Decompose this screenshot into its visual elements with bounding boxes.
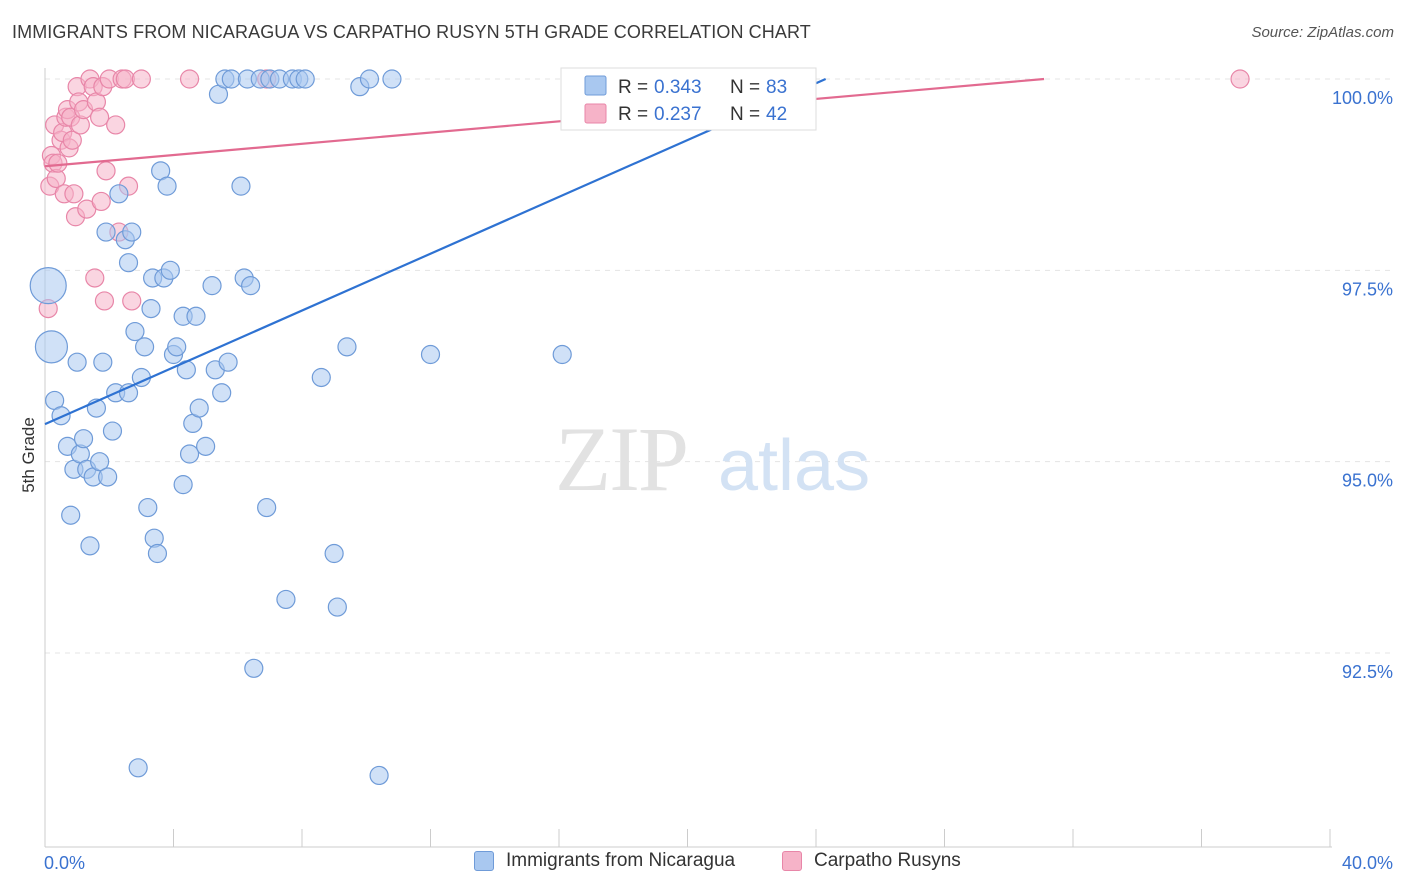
legend-item-rusyn: Carpatho Rusyns [782, 850, 961, 872]
data-point-nicaragua [196, 436, 216, 456]
watermark-zip: ZIP [555, 408, 687, 510]
data-point-nicaragua [118, 253, 139, 273]
data-point-nicaragua [141, 299, 161, 319]
y-tick-labels: 92.5% 95.0% 97.5% 100.0% [1332, 88, 1393, 682]
y-tick-label: 92.5% [1342, 662, 1393, 682]
data-point-rusyn [122, 291, 142, 311]
data-point-rusyn [64, 184, 84, 204]
data-point-nicaragua [212, 383, 232, 403]
data-point-nicaragua [337, 337, 357, 357]
data-point-nicaragua [295, 69, 315, 89]
data-point-nicaragua [167, 337, 187, 357]
stats-legend-n-label: N = [730, 77, 760, 98]
data-point-nicaragua [244, 658, 264, 678]
trendline-nicaragua [44, 77, 827, 426]
x-tick-label: 40.0% [1342, 853, 1393, 873]
stats-legend-r-label: R = [618, 104, 648, 125]
data-point-nicaragua [359, 69, 380, 89]
data-point-rusyn [85, 268, 105, 288]
data-point-nicaragua [96, 222, 116, 242]
data-point-nicaragua [125, 321, 145, 342]
data-point-nicaragua [34, 330, 69, 364]
data-point-nicaragua [90, 452, 110, 472]
data-point-nicaragua [552, 344, 572, 365]
y-tick-label: 95.0% [1342, 471, 1393, 491]
stats-legend-r-value: 0.343 [654, 77, 702, 98]
data-point-nicaragua [138, 497, 158, 518]
data-point-nicaragua [147, 543, 168, 564]
data-point-nicaragua [202, 276, 222, 296]
data-point-nicaragua [73, 429, 94, 449]
watermark-atlas: atlas [718, 426, 870, 506]
data-point-rusyn [96, 161, 116, 181]
data-point-nicaragua [98, 467, 118, 487]
data-point-nicaragua [67, 352, 87, 372]
data-point-nicaragua [369, 765, 389, 786]
data-point-nicaragua [221, 69, 241, 89]
stats-legend-n-label: N = [730, 104, 760, 125]
stats-legend-swatch-rusyn [584, 103, 607, 124]
stats-legend-r-label: R = [618, 77, 648, 98]
data-point-nicaragua [134, 337, 155, 357]
data-point-nicaragua [189, 398, 209, 418]
legend-label-nicaragua: Immigrants from Nicaragua [506, 850, 736, 871]
gridlines [45, 78, 1390, 654]
data-point-nicaragua [122, 222, 142, 242]
data-point-nicaragua [231, 176, 251, 196]
legend-swatch-rusyn [782, 851, 802, 871]
data-point-nicaragua [420, 344, 441, 365]
data-point-nicaragua [61, 505, 81, 525]
data-point-nicaragua [241, 276, 261, 296]
data-point-nicaragua [311, 367, 331, 388]
data-point-nicaragua [324, 543, 344, 564]
data-point-nicaragua [157, 176, 177, 196]
legend-swatch-nicaragua [474, 851, 494, 871]
data-point-rusyn [90, 107, 110, 127]
data-point-rusyn [91, 191, 111, 212]
legend-label-rusyn: Carpatho Rusyns [814, 850, 961, 871]
data-point-nicaragua [179, 444, 200, 464]
x-tick-label: 0.0% [44, 853, 85, 873]
data-point-nicaragua [257, 497, 277, 518]
y-axis-label: 5th Grade [19, 417, 38, 493]
x-tick-labels: 0.0% 40.0% [44, 853, 1393, 873]
stats-legend-swatch-nicaragua [584, 75, 607, 96]
data-point-nicaragua [218, 352, 238, 372]
data-point-nicaragua [173, 475, 193, 495]
data-point-nicaragua [128, 758, 148, 778]
data-point-nicaragua [80, 536, 100, 556]
data-point-nicaragua [382, 69, 402, 89]
y-tick-label: 100.0% [1332, 88, 1393, 108]
axes [44, 68, 1332, 848]
data-point-rusyn [115, 69, 135, 89]
data-point-nicaragua [109, 184, 129, 204]
data-point-nicaragua [93, 352, 113, 372]
data-point-rusyn [48, 153, 68, 173]
data-point-rusyn [179, 69, 200, 89]
stats-legend: R = 0.343 N = 83 R = 0.237 N = 42 [560, 67, 817, 131]
data-point-rusyn [94, 291, 115, 311]
trendlines [44, 77, 1045, 426]
data-point-nicaragua [51, 406, 71, 426]
stats-legend-n-value: 42 [766, 104, 787, 125]
stats-legend-r-value: 0.237 [654, 104, 702, 125]
y-tick-label: 97.5% [1342, 279, 1393, 299]
data-point-nicaragua [160, 260, 180, 280]
data-point-nicaragua [186, 306, 206, 326]
data-point-nicaragua [102, 421, 123, 441]
legend-item-nicaragua: Immigrants from Nicaragua [474, 850, 735, 872]
data-point-rusyn [106, 115, 126, 135]
data-point-nicaragua [276, 589, 296, 610]
chart-title: IMMIGRANTS FROM NICARAGUA VS CARPATHO RU… [12, 22, 811, 42]
data-point-rusyn [131, 69, 151, 89]
data-point-nicaragua [29, 267, 67, 305]
data-point-rusyn [1230, 69, 1250, 89]
chart-source: Source: ZipAtlas.com [1251, 24, 1394, 41]
stats-legend-n-value: 83 [766, 77, 787, 98]
trendline-rusyn [44, 77, 1045, 168]
data-point-nicaragua [327, 597, 347, 617]
watermark: ZIP atlas [555, 408, 870, 510]
data-point-rusyn [62, 130, 82, 150]
